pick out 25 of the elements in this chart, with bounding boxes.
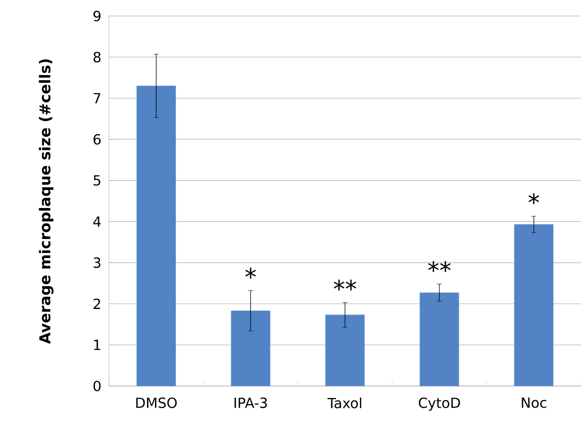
y-tick-label: 4 xyxy=(93,216,101,227)
y-tick-label: 8 xyxy=(94,52,101,62)
bar xyxy=(230,310,270,386)
y-tick-label: 5 xyxy=(94,175,100,186)
x-tick-label: Noc xyxy=(522,398,546,408)
y-tick-label: 7 xyxy=(94,93,100,104)
y-tick-label: 3 xyxy=(94,257,100,268)
x-tick-label: DMSO xyxy=(136,398,177,408)
data-label: ** xyxy=(428,261,451,272)
x-tick-label: Taxol xyxy=(327,398,362,408)
y-tick-label: 9 xyxy=(93,10,100,22)
y-axis-title: Average microplaque size (#cells) xyxy=(38,59,54,344)
bar xyxy=(420,292,460,386)
bar xyxy=(514,224,554,386)
x-tick-label: IPA-3 xyxy=(234,398,267,408)
x-tick-label: CytoD xyxy=(418,398,460,411)
data-label: * xyxy=(245,268,256,279)
y-tick-label: 0 xyxy=(94,380,101,392)
data-label: * xyxy=(528,193,540,204)
y-tick-label: 2 xyxy=(94,298,100,309)
bar xyxy=(325,314,365,386)
y-tick-label: 6 xyxy=(94,134,101,145)
data-label: ** xyxy=(334,280,356,290)
bar xyxy=(136,86,176,386)
y-tick-label: 1 xyxy=(94,340,100,350)
